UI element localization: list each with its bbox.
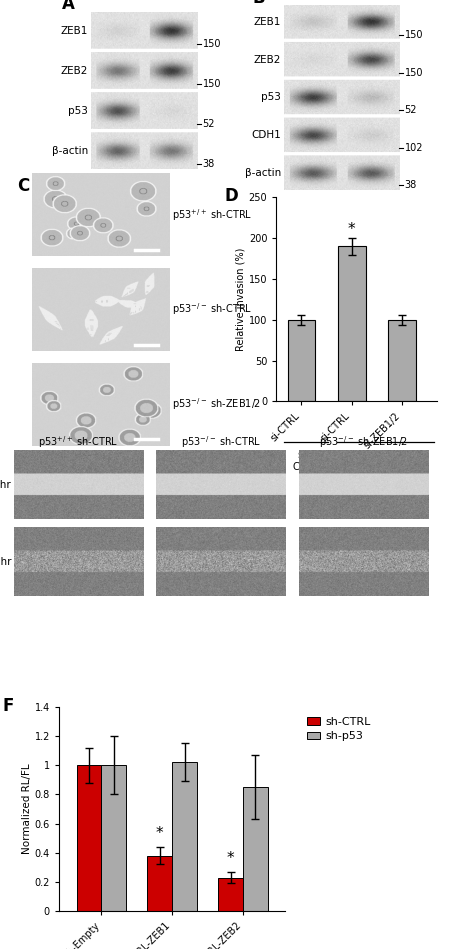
Text: 0 hr: 0 hr — [0, 479, 11, 490]
Text: A: A — [62, 0, 74, 13]
Text: B: B — [252, 0, 265, 7]
Text: CDH1: CDH1 — [251, 130, 281, 140]
Text: 150: 150 — [405, 29, 423, 40]
Text: F: F — [2, 697, 14, 715]
Bar — [101, 765, 126, 911]
Text: ZEB1: ZEB1 — [253, 17, 281, 27]
Bar — [243, 787, 268, 911]
Bar — [288, 320, 315, 401]
Text: p53$^{-/-}$ sh-CTRL: p53$^{-/-}$ sh-CTRL — [172, 302, 252, 317]
Text: ZEB2: ZEB2 — [253, 55, 281, 65]
Text: 150: 150 — [405, 67, 423, 78]
Text: 150: 150 — [202, 80, 221, 89]
Title: p53$^{+/+}$ sh-CTRL: p53$^{+/+}$ sh-CTRL — [38, 434, 118, 450]
Bar — [172, 762, 197, 911]
Text: *: * — [226, 851, 234, 865]
Text: *: * — [156, 826, 164, 841]
Text: p53$^{+/+}$ sh-CTRL: p53$^{+/+}$ sh-CTRL — [172, 207, 252, 222]
Text: 150: 150 — [202, 39, 221, 49]
Title: p53$^{-/-}$ sh-ZEB1/2: p53$^{-/-}$ sh-ZEB1/2 — [319, 434, 408, 450]
Text: p53: p53 — [261, 92, 281, 102]
Text: sh-
CTRL: sh- CTRL — [293, 451, 318, 472]
Text: β-actin: β-actin — [245, 168, 281, 177]
Text: C: C — [17, 177, 29, 195]
Legend: sh-CTRL, sh-p53: sh-CTRL, sh-p53 — [302, 713, 376, 746]
Text: p53$^{-/-}$: p53$^{-/-}$ — [152, 0, 189, 3]
Text: 38: 38 — [202, 159, 215, 169]
Bar — [147, 856, 172, 911]
Text: 102: 102 — [405, 143, 423, 153]
Bar — [388, 320, 416, 401]
Text: p53: p53 — [68, 105, 88, 116]
Text: sh-
p53: sh- p53 — [376, 451, 395, 472]
Text: 52: 52 — [405, 105, 417, 115]
Title: p53$^{-/-}$ sh-CTRL: p53$^{-/-}$ sh-CTRL — [181, 434, 261, 450]
Bar — [338, 247, 366, 401]
Text: D: D — [225, 187, 239, 205]
Text: ZEB2: ZEB2 — [61, 65, 88, 76]
Text: p53$^{-/-}$ sh-ZEB1/2: p53$^{-/-}$ sh-ZEB1/2 — [172, 397, 261, 412]
Text: *: * — [348, 221, 356, 236]
Y-axis label: Normalized RL/FL: Normalized RL/FL — [22, 764, 32, 854]
Text: 38: 38 — [405, 180, 417, 191]
Bar — [218, 878, 243, 911]
Y-axis label: Relative invasion (%): Relative invasion (%) — [236, 248, 246, 351]
Bar — [77, 765, 101, 911]
Text: ZEB1: ZEB1 — [61, 26, 88, 36]
Text: 52: 52 — [202, 120, 215, 129]
Text: 48 hr: 48 hr — [0, 556, 11, 567]
Text: β-actin: β-actin — [52, 145, 88, 156]
Text: p53$^{+/+}$: p53$^{+/+}$ — [99, 0, 136, 3]
